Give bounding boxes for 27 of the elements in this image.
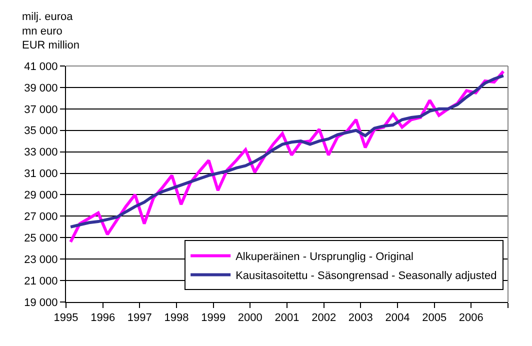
x-tick-label: 2001: [274, 312, 300, 324]
y-tick-label: 23 000: [24, 254, 58, 266]
y-tick-label: 21 000: [24, 275, 58, 288]
x-tick-label: 1995: [54, 312, 78, 324]
y-tick-label: 39 000: [24, 82, 58, 94]
x-tick-label: 2000: [238, 312, 262, 324]
x-tick-label: 1999: [201, 312, 226, 324]
y-tick-label: 25 000: [24, 232, 58, 244]
x-tick-label: 2006: [458, 312, 484, 324]
x-tick-label: 2003: [348, 312, 373, 324]
y-tick-label: 31 000: [24, 168, 58, 180]
y-axis-title: milj. euroa mn euro EUR million: [22, 11, 80, 52]
x-tick-label: 2004: [385, 312, 410, 324]
y-tick-label: 37 000: [24, 104, 58, 116]
x-tick-label: 2005: [422, 312, 447, 324]
x-tick-label: 1998: [164, 312, 189, 324]
x-tick-label: 1997: [127, 312, 152, 324]
y-tick-label: 27 000: [24, 211, 58, 224]
y-tick-label: 41 000: [24, 60, 58, 73]
legend-label: Alkuperäinen - Ursprunglig - Original: [236, 250, 414, 263]
legend-label: Kausitasoitettu - Säsongrensad - Seasonally adjusted: [236, 270, 497, 282]
y-tick-label: 35 000: [24, 125, 58, 138]
y-tick-label: 29 000: [24, 190, 58, 202]
y-tick-label: 19 000: [24, 296, 58, 309]
x-tick-label: 2002: [312, 312, 336, 324]
y-tick-label: 33 000: [24, 146, 58, 159]
x-tick-label: 1996: [90, 312, 116, 324]
